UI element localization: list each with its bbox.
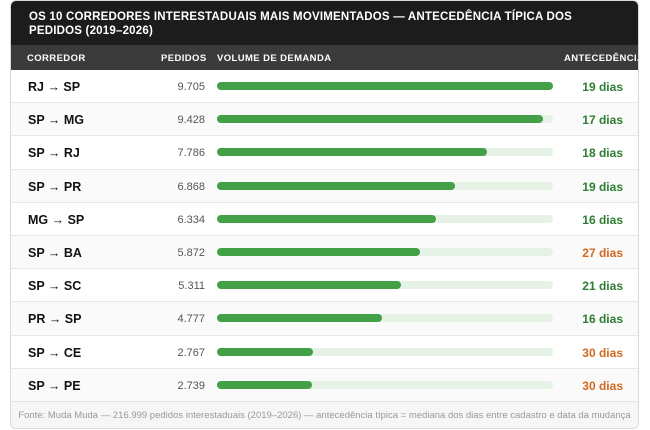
- header-corridor: CORREDOR: [27, 53, 86, 64]
- orders-value: 7.786: [177, 147, 205, 160]
- bar-track: [217, 347, 553, 356]
- table-row: RJ → SP 9.705 19 dias: [11, 70, 638, 104]
- corridor-label: SP → CE: [28, 345, 82, 360]
- lead-time-value: 21 dias: [582, 279, 623, 294]
- table-row: SP → BA 5.872 27 dias: [11, 235, 638, 270]
- lead-time-value: 19 dias: [582, 80, 623, 94]
- corridor-label: SP → RJ: [28, 146, 80, 161]
- chart-title: OS 10 CORREDORES INTERESTADUAIS MAIS MOV…: [11, 1, 638, 45]
- bar-track: [217, 214, 553, 223]
- bar: [217, 148, 487, 157]
- lead-time-value: 17 dias: [582, 113, 623, 128]
- orders-value: 2.767: [177, 346, 205, 359]
- table-row: SP → CE 2.767 30 dias: [11, 336, 638, 369]
- orders-value: 9.428: [177, 114, 205, 127]
- chart-card: OS 10 CORREDORES INTERESTADUAIS MAIS MOV…: [10, 0, 639, 429]
- orders-value: 5.872: [177, 246, 205, 259]
- orders-value: 6.868: [177, 180, 205, 193]
- bar-track: [217, 247, 553, 256]
- bar: [217, 181, 455, 190]
- bar-track: [217, 148, 553, 157]
- table-row: SP → MG 9.428 17 dias: [11, 103, 638, 137]
- lead-time-value: 18 dias: [582, 146, 623, 161]
- table-row: SP → PR 6.868 19 dias: [11, 169, 638, 203]
- table-row: MG → SP 6.334 16 dias: [11, 203, 638, 236]
- bar: [217, 247, 421, 256]
- corridor-label: SP → BA: [28, 245, 82, 260]
- bar-track: [217, 281, 553, 290]
- bar: [217, 281, 401, 290]
- bar-track: [217, 380, 553, 389]
- bar-track: [217, 314, 553, 323]
- corridor-label: SP → MG: [28, 113, 85, 128]
- table-row: SP → SC 5.311 21 dias: [11, 269, 638, 303]
- corridor-label: SP → SC: [28, 279, 82, 294]
- table-body: RJ → SP 9.705 19 dias SP → MG 9.428 17 dias SP…: [11, 70, 638, 402]
- corridor-label: PR → SP: [28, 312, 82, 327]
- corridor-label: MG → SP: [28, 212, 85, 227]
- orders-value: 2.739: [177, 379, 205, 392]
- lead-time-value: 19 dias: [582, 179, 623, 194]
- bar-track: [217, 82, 553, 90]
- table-row: PR → SP 4.777 16 dias: [11, 302, 638, 336]
- lead-time-value: 30 dias: [582, 345, 623, 360]
- corridor-label: RJ → SP: [28, 80, 81, 94]
- bar: [217, 314, 383, 323]
- table-row: SP → RJ 7.786 18 dias: [11, 136, 638, 170]
- orders-value: 5.311: [178, 280, 205, 293]
- bar-track: [217, 181, 553, 190]
- orders-value: 9.705: [177, 81, 205, 93]
- header-volume: VOLUME DE DEMANDA: [217, 53, 332, 64]
- lead-time-value: 27 dias: [582, 245, 623, 260]
- bar: [217, 347, 313, 356]
- orders-value: 4.777: [177, 313, 205, 326]
- table-row: SP → PE 2.739 30 dias: [11, 368, 638, 402]
- bar-track: [217, 115, 553, 124]
- bar: [217, 214, 437, 223]
- header-lead: ANTECEDÊNCIA: [564, 53, 639, 64]
- orders-value: 6.334: [177, 213, 205, 226]
- bar: [217, 380, 312, 389]
- bar: [217, 115, 544, 124]
- lead-time-value: 16 dias: [582, 212, 623, 227]
- lead-time-value: 30 dias: [582, 378, 623, 393]
- footer-note: Fonte: Muda Muda — 216.999 pedidos inter…: [11, 401, 638, 428]
- lead-time-value: 16 dias: [582, 312, 623, 327]
- corridor-label: SP → PR: [28, 179, 82, 194]
- bar: [217, 82, 553, 90]
- table-header: CORREDOR PEDIDOS VOLUME DE DEMANDA ANTEC…: [11, 45, 638, 70]
- corridor-label: SP → PE: [28, 378, 81, 393]
- header-orders: PEDIDOS: [161, 53, 207, 64]
